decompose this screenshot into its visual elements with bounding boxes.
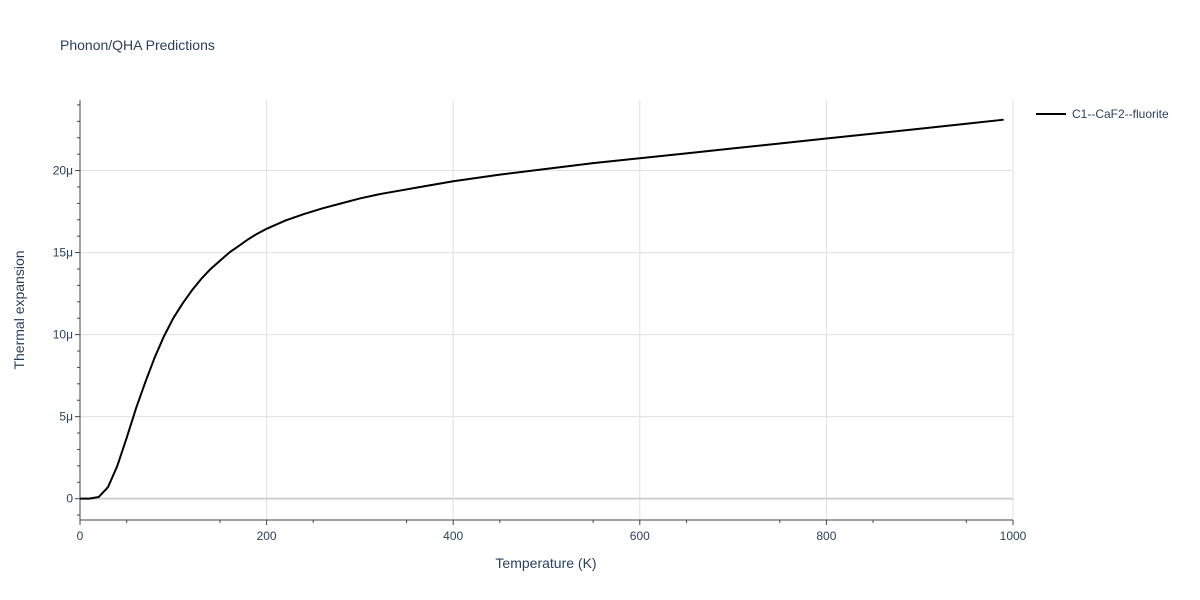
y-axis-title: Thermal expansion [11, 250, 27, 369]
x-tick-label: 1000 [1000, 529, 1027, 543]
x-tick-label: 400 [443, 529, 463, 543]
legend[interactable]: C1--CaF2--fluorite [1036, 107, 1169, 121]
x-tick-label: 800 [816, 529, 836, 543]
series-line [80, 118, 1004, 500]
legend-label: C1--CaF2--fluorite [1072, 107, 1169, 121]
grid-layer [80, 100, 1014, 520]
y-tick-label: 15μ [53, 246, 73, 260]
series-layer [80, 118, 1004, 500]
x-tick-label: 0 [77, 529, 84, 543]
x-tick-label: 200 [257, 529, 277, 543]
axes-layer: 0 200 400 600 800 1000 0 5μ 10μ 15μ 20μ [53, 100, 1027, 543]
x-axis-title: Temperature (K) [495, 555, 596, 571]
y-tick-label: 5μ [59, 410, 73, 424]
y-tick-label: 10μ [53, 328, 73, 342]
chart-title: Phonon/QHA Predictions [60, 37, 215, 53]
x-tick-label: 600 [630, 529, 650, 543]
y-tick-label: 20μ [53, 164, 73, 178]
y-tick-label: 0 [66, 492, 73, 506]
